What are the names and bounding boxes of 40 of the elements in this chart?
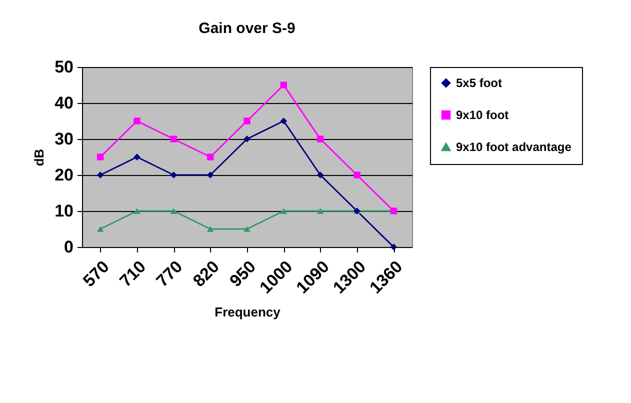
point — [96, 172, 104, 178]
point — [280, 208, 288, 214]
point — [280, 118, 288, 124]
y-tick-label: 20 — [54, 166, 74, 184]
x-tick-label: 710 — [116, 257, 150, 291]
y-tick-label: 40 — [54, 94, 74, 112]
point — [96, 226, 104, 232]
point — [244, 136, 250, 142]
legend-label: 9x10 foot advantage — [456, 140, 572, 154]
point — [134, 208, 140, 214]
x-tick-label: 570 — [79, 257, 113, 291]
y-tick-label: 30 — [54, 130, 74, 148]
x-tick-label: 950 — [226, 257, 260, 291]
x-tick-label: 770 — [152, 257, 186, 291]
point — [170, 136, 178, 142]
point — [316, 208, 324, 214]
point — [390, 244, 398, 250]
point — [316, 136, 324, 142]
x-tick-label: 820 — [189, 257, 223, 291]
point — [244, 118, 250, 124]
legend-label: 5x5 foot — [456, 76, 502, 90]
x-axis-title: Frequency — [214, 304, 282, 320]
point — [134, 118, 140, 124]
chart-title: Gain over S-9 — [198, 20, 296, 37]
point — [134, 154, 140, 160]
point — [316, 172, 324, 178]
point — [206, 226, 214, 232]
point — [206, 172, 214, 178]
point — [206, 154, 214, 160]
point — [170, 208, 178, 214]
point — [280, 82, 288, 88]
y-tick-label: 0 — [64, 238, 74, 256]
legend-label: 9x10 foot — [456, 108, 509, 122]
y-tick-label: 50 — [54, 58, 74, 76]
point — [244, 226, 250, 232]
y-tick-label: 10 — [54, 202, 74, 220]
point — [354, 172, 360, 178]
y-axis-title: dB — [32, 148, 47, 166]
point — [96, 154, 104, 160]
point — [170, 172, 178, 178]
